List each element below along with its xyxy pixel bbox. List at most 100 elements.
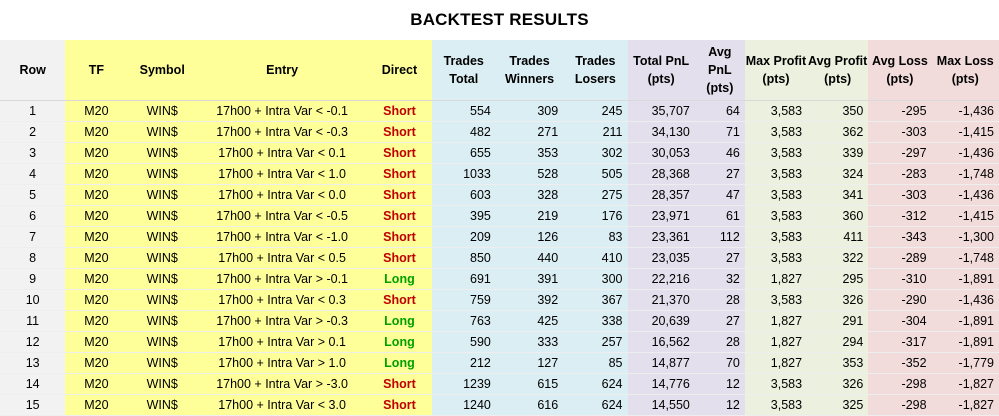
cell-avg-profit-pts: 324 — [807, 163, 869, 185]
cell-symbol: WIN$ — [127, 310, 197, 332]
table-row: 9 M20 WIN$ 17h00 + Intra Var > -0.1 Long 691 3… — [0, 268, 999, 290]
cell-entry: 17h00 + Intra Var > -0.3 — [196, 310, 368, 332]
table-row: 11 M20 WIN$ 17h00 + Intra Var > -0.3 Long 763… — [0, 310, 999, 332]
backtest-results-table: Row TF Symbol Entry Direct Trades Total Trades… — [0, 40, 999, 416]
table-row: 1 M20 WIN$ 17h00 + Intra Var < -0.1 Short 554… — [0, 100, 999, 122]
cell-trades-losers: 211 — [563, 121, 628, 143]
cell-tf: M20 — [65, 184, 128, 206]
cell-avg-pnl-pts: 27 — [694, 163, 745, 185]
cell-avg-profit-pts: 291 — [807, 310, 869, 332]
cell-avg-pnl-pts: 70 — [694, 352, 745, 374]
table-row: 5 M20 WIN$ 17h00 + Intra Var < 0.0 Short 603 3… — [0, 184, 999, 206]
cell-max-profit-pts: 1,827 — [744, 352, 808, 374]
cell-avg-pnl-pts: 28 — [694, 289, 745, 311]
cell-avg-pnl-pts: 32 — [694, 268, 745, 290]
cell-entry: 17h00 + Intra Var < -0.3 — [196, 121, 368, 143]
cell-trades-winners: 219 — [495, 205, 564, 227]
cell-avg-profit-pts: 325 — [807, 394, 869, 416]
cell-max-loss-pts: -1,827 — [931, 373, 999, 395]
cell-symbol: WIN$ — [127, 100, 197, 122]
cell-max-loss-pts: -1,436 — [931, 289, 999, 311]
cell-total-pnl-pts: 34,130 — [627, 121, 695, 143]
cell-max-loss-pts: -1,891 — [931, 310, 999, 332]
cell-trades-total: 395 — [431, 205, 496, 227]
cell-avg-loss-pts: -283 — [868, 163, 932, 185]
cell-max-profit-pts: 3,583 — [744, 100, 808, 122]
cell-trades-winners: 333 — [495, 331, 564, 353]
cell-tf: M20 — [65, 310, 128, 332]
cell-symbol: WIN$ — [127, 205, 197, 227]
cell-entry: 17h00 + Intra Var > -3.0 — [196, 373, 368, 395]
cell-max-loss-pts: -1,436 — [931, 100, 999, 122]
cell-trades-winners: 615 — [495, 373, 564, 395]
cell-trades-winners: 353 — [495, 142, 564, 164]
cell-avg-pnl-pts: 27 — [694, 247, 745, 269]
cell-row: 9 — [0, 268, 66, 290]
cell-symbol: WIN$ — [127, 352, 197, 374]
cell-total-pnl-pts: 28,357 — [627, 184, 695, 206]
cell-trades-total: 603 — [431, 184, 496, 206]
cell-tf: M20 — [65, 142, 128, 164]
cell-trades-winners: 126 — [495, 226, 564, 248]
cell-symbol: WIN$ — [127, 289, 197, 311]
cell-max-profit-pts: 1,827 — [744, 268, 808, 290]
cell-avg-loss-pts: -289 — [868, 247, 932, 269]
cell-entry: 17h00 + Intra Var < -0.5 — [196, 205, 368, 227]
cell-avg-pnl-pts: 61 — [694, 205, 745, 227]
cell-symbol: WIN$ — [127, 121, 197, 143]
cell-trades-losers: 257 — [563, 331, 628, 353]
cell-max-loss-pts: -1,415 — [931, 205, 999, 227]
cell-avg-profit-pts: 294 — [807, 331, 869, 353]
cell-avg-profit-pts: 360 — [807, 205, 869, 227]
cell-trades-total: 763 — [431, 310, 496, 332]
cell-row: 4 — [0, 163, 66, 185]
cell-trades-losers: 302 — [563, 142, 628, 164]
cell-entry: 17h00 + Intra Var > 0.1 — [196, 331, 368, 353]
cell-direct: Short — [367, 394, 432, 416]
cell-tf: M20 — [65, 352, 128, 374]
cell-trades-losers: 410 — [563, 247, 628, 269]
cell-avg-loss-pts: -312 — [868, 205, 932, 227]
cell-avg-pnl-pts: 28 — [694, 331, 745, 353]
cell-direct: Short — [367, 100, 432, 122]
cell-tf: M20 — [65, 247, 128, 269]
cell-row: 13 — [0, 352, 66, 374]
cell-row: 15 — [0, 394, 66, 416]
cell-entry: 17h00 + Intra Var > -0.1 — [196, 268, 368, 290]
cell-avg-loss-pts: -310 — [868, 268, 932, 290]
cell-max-loss-pts: -1,436 — [931, 142, 999, 164]
cell-max-profit-pts: 3,583 — [744, 205, 808, 227]
cell-total-pnl-pts: 22,216 — [627, 268, 695, 290]
cell-direct: Short — [367, 247, 432, 269]
cell-trades-winners: 271 — [495, 121, 564, 143]
cell-trades-losers: 85 — [563, 352, 628, 374]
column-header-entry: Entry — [196, 40, 368, 101]
table-row: 15 M20 WIN$ 17h00 + Intra Var < 3.0 Short 124… — [0, 394, 999, 416]
cell-trades-winners: 440 — [495, 247, 564, 269]
table-row: 3 M20 WIN$ 17h00 + Intra Var < 0.1 Short 655 3… — [0, 142, 999, 164]
cell-trades-losers: 300 — [563, 268, 628, 290]
cell-symbol: WIN$ — [127, 184, 197, 206]
cell-avg-profit-pts: 362 — [807, 121, 869, 143]
page-title: BACKTEST RESULTS — [410, 10, 589, 29]
cell-avg-pnl-pts: 12 — [694, 373, 745, 395]
table-row: 8 M20 WIN$ 17h00 + Intra Var < 0.5 Short 850 4… — [0, 247, 999, 269]
cell-max-loss-pts: -1,748 — [931, 163, 999, 185]
cell-tf: M20 — [65, 394, 128, 416]
cell-total-pnl-pts: 16,562 — [627, 331, 695, 353]
cell-trades-total: 850 — [431, 247, 496, 269]
cell-total-pnl-pts: 23,971 — [627, 205, 695, 227]
cell-max-loss-pts: -1,748 — [931, 247, 999, 269]
column-header-symbol: Symbol — [127, 40, 197, 101]
cell-direct: Short — [367, 289, 432, 311]
cell-row: 10 — [0, 289, 66, 311]
cell-trades-total: 212 — [431, 352, 496, 374]
cell-direct: Short — [367, 184, 432, 206]
cell-symbol: WIN$ — [127, 331, 197, 353]
cell-trades-winners: 425 — [495, 310, 564, 332]
cell-direct: Long — [367, 268, 432, 290]
cell-tf: M20 — [65, 163, 128, 185]
cell-avg-profit-pts: 339 — [807, 142, 869, 164]
cell-direct: Short — [367, 226, 432, 248]
cell-total-pnl-pts: 28,368 — [627, 163, 695, 185]
